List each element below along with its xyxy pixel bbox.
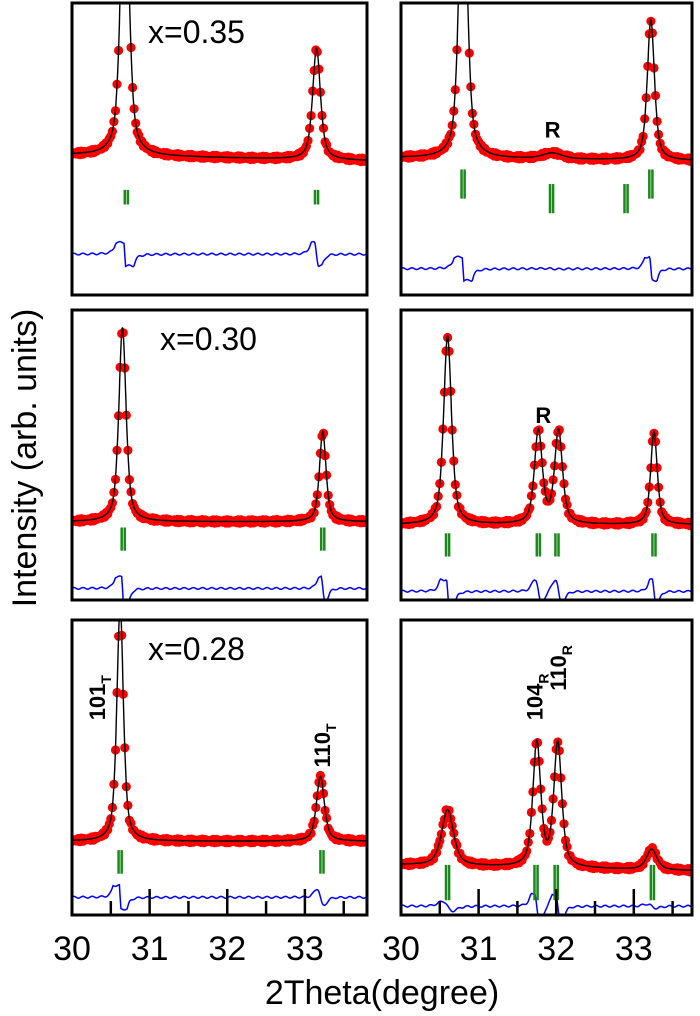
difference-line (72, 240, 367, 268)
panel-bottom-left: 30 31 32 33 x=0.28 101T 110T (53, 618, 369, 968)
observed-points (72, 328, 367, 528)
calculated-line (72, 3, 367, 161)
x-tick-label: 32 (208, 930, 246, 968)
panel-frame (399, 1, 694, 297)
x-tick-label: 31 (460, 930, 498, 968)
difference-line (72, 575, 367, 600)
calculated-line (401, 333, 692, 525)
panel-frame (70, 1, 369, 297)
observed-points (401, 332, 692, 531)
x-tick-label: 33 (615, 930, 653, 968)
x-tick-label: 33 (286, 930, 324, 968)
difference-line (72, 883, 367, 911)
peak-annotation: R (545, 117, 561, 142)
observed-point (125, 0, 134, 2)
peak-annotation: R (535, 403, 551, 428)
x-tick-label: 30 (53, 930, 91, 968)
x-tick-label: 31 (131, 930, 169, 968)
x-axis-title: 2Theta(degree) (265, 974, 499, 1012)
composition-label: x=0.28 (148, 631, 245, 667)
panel-frame (399, 618, 694, 917)
panel-top-left: x=0.35 (70, 0, 369, 297)
panel-middle-left: x=0.30 (70, 308, 369, 602)
peak-annotation: 110T (310, 723, 339, 768)
calculated-line (72, 620, 367, 842)
panel-frame (399, 308, 694, 602)
panel-frame (70, 618, 369, 917)
panels: x=0.35 Rx=0.30 R 30 31 32 33 x=0.28 101T 110T 30 31… (53, 0, 694, 968)
difference-line (401, 578, 692, 600)
x-tick-label: 32 (537, 930, 575, 968)
difference-line (401, 892, 692, 915)
calculated-line (401, 738, 692, 871)
peak-annotation: 110R (546, 645, 575, 691)
observed-points (401, 0, 692, 166)
peak-annotation: 101T (85, 675, 114, 721)
calculated-line (401, 3, 692, 161)
x-tick-label: 30 (382, 930, 420, 968)
composition-label: x=0.30 (160, 321, 257, 357)
calculated-line (72, 327, 367, 523)
difference-line (401, 255, 692, 283)
panel-frame (70, 308, 369, 602)
observed-points (401, 737, 692, 877)
peak-annotation: 104R (522, 673, 551, 720)
y-axis-title: Intensity (arb. units) (6, 309, 44, 608)
composition-label: x=0.35 (148, 14, 245, 50)
observed-point (463, 0, 472, 1)
panel-middle-right: R (399, 308, 694, 602)
panel-top-right: R (399, 0, 694, 297)
